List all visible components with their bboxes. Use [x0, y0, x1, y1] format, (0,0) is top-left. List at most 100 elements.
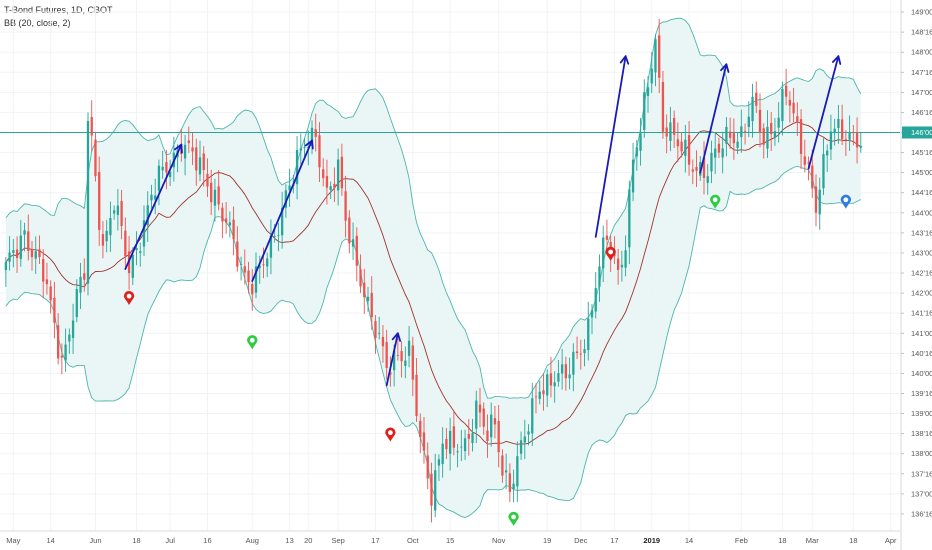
candle-body [120, 200, 123, 226]
candle-body [598, 266, 601, 287]
candle [691, 159, 694, 185]
candle [672, 110, 676, 148]
arrow-shaft [699, 63, 728, 174]
candle-body [445, 438, 448, 450]
candle [333, 167, 336, 202]
candle-body [766, 126, 769, 149]
candle-body [142, 220, 146, 247]
time-tick-label: 19 [543, 536, 551, 545]
candle [504, 453, 508, 490]
candle [236, 226, 239, 272]
candle [27, 214, 30, 261]
price-axis[interactable]: 149'00 148'16 148'00 147'16 147'00 146'16 146'… [901, 8, 932, 519]
candle-body [195, 147, 198, 171]
price-tick-label: 146'16 [911, 108, 932, 117]
candle-body [157, 165, 161, 191]
candle-body [781, 88, 784, 122]
candle [23, 222, 26, 252]
price-tick-label: 143'00 [911, 248, 932, 257]
time-tick-label: Oct [407, 536, 420, 545]
candle [355, 227, 358, 282]
candle [616, 248, 620, 285]
candle [717, 137, 721, 159]
candle [344, 175, 347, 238]
candle [191, 132, 194, 166]
candle-body [378, 332, 381, 334]
candle [221, 202, 224, 239]
candle [814, 174, 818, 227]
candle-body [531, 398, 534, 434]
time-tick-label: Feb [735, 536, 748, 545]
candle [60, 343, 64, 375]
candle [799, 109, 803, 169]
price-tick-label: 147'00 [911, 88, 932, 97]
candle-body [583, 349, 586, 354]
price-tag-bg [902, 126, 932, 139]
time-tick-label: 2019 [643, 536, 660, 545]
candle-body [370, 292, 373, 318]
candle [531, 382, 534, 447]
arrow-shaft [594, 55, 627, 238]
candle [415, 358, 418, 422]
candle [322, 158, 325, 187]
candle-body [448, 430, 452, 454]
time-tick-label: 13 [285, 536, 293, 545]
time-tick-label: 20 [304, 536, 312, 545]
pin-hole [249, 337, 255, 343]
candle-body [396, 355, 400, 356]
candle [150, 184, 153, 209]
time-tick-label: 16 [203, 536, 211, 545]
candle-body [587, 318, 590, 351]
candle-body [486, 430, 489, 442]
candle [650, 52, 653, 94]
candle-body [848, 132, 851, 140]
candle [848, 115, 851, 151]
time-axis[interactable]: May 14 Jun 18 Jul 16 Aug 13 20 Sep 17 Oct 15 Nov 19 Dec… [6, 536, 897, 545]
marker-red-pin-icon [123, 290, 135, 306]
candle-body [553, 382, 556, 387]
time-tick-label: Mar [806, 536, 819, 545]
price-tick-label: 136'16 [911, 509, 932, 518]
candle [602, 225, 605, 282]
candle [755, 81, 758, 113]
price-tick-label: 143'16 [911, 228, 932, 237]
trend-arrow [124, 143, 183, 270]
price-tick-label: 148'16 [911, 28, 932, 37]
candle-body [191, 147, 194, 152]
candle [135, 231, 138, 266]
time-tick-label: Nov [492, 536, 506, 545]
candle [695, 150, 698, 188]
bollinger-band-fill [5, 18, 861, 518]
trend-arrow [699, 63, 730, 174]
current-price-tag: 146'00 [902, 126, 932, 139]
candle-body [27, 231, 30, 251]
candle-body [803, 156, 806, 165]
candle-body [221, 207, 224, 222]
candle-body [15, 249, 19, 259]
candle [684, 124, 687, 173]
bollinger-band-lines [5, 17, 862, 518]
candle [467, 419, 470, 456]
candle [314, 113, 317, 152]
candle [523, 419, 526, 460]
candle-body [687, 135, 691, 165]
candle [142, 205, 146, 256]
candle [165, 149, 168, 190]
candle [232, 206, 235, 256]
candle [94, 132, 97, 182]
candle [396, 338, 400, 361]
candle [120, 189, 123, 240]
candle [680, 133, 683, 158]
price-tag-label: 146'00 [911, 128, 932, 137]
candle [796, 102, 799, 136]
candle [351, 222, 355, 260]
price-tick-label: 139'16 [911, 389, 932, 398]
candle [740, 109, 743, 153]
candle-body [710, 152, 713, 172]
candle [590, 304, 594, 335]
candle-body [206, 173, 209, 187]
candle-body [116, 205, 120, 215]
candle-body [557, 373, 560, 382]
candle-body [161, 166, 164, 171]
